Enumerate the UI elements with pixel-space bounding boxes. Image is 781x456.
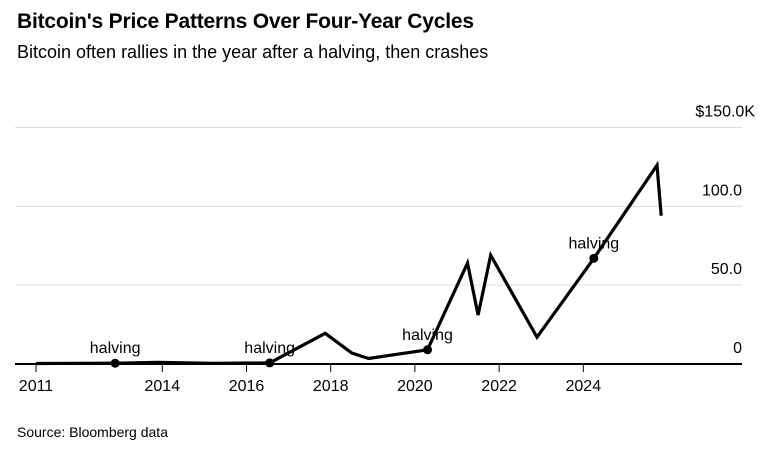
halving-marker bbox=[423, 345, 433, 355]
halving-label: halving bbox=[402, 327, 453, 344]
x-axis-label: 2024 bbox=[566, 378, 602, 395]
halving-label: halving bbox=[568, 235, 619, 252]
halving-marker bbox=[589, 253, 599, 263]
y-axis-label: $150.0K bbox=[695, 104, 755, 121]
source-note: Source: Bloomberg data bbox=[17, 424, 168, 440]
y-axis-label: 0 bbox=[733, 340, 742, 357]
chart-subtitle: Bitcoin often rallies in the year after … bbox=[17, 42, 489, 62]
x-axis-label: 2016 bbox=[229, 378, 265, 395]
y-axis-label: 100.0 bbox=[702, 182, 742, 199]
y-axis-label: 50.0 bbox=[711, 261, 742, 278]
chart-title: Bitcoin's Price Patterns Over Four-Year … bbox=[17, 10, 474, 33]
x-axis-label: 2022 bbox=[481, 378, 517, 395]
halving-marker bbox=[110, 358, 120, 368]
x-axis-label: 2020 bbox=[397, 378, 433, 395]
halving-marker bbox=[265, 358, 275, 368]
price-line bbox=[35, 160, 663, 366]
x-axis-label: 2011 bbox=[19, 378, 54, 395]
x-axis-label: 2018 bbox=[313, 378, 349, 395]
x-axis-label: 2014 bbox=[145, 378, 181, 395]
halving-label: halving bbox=[244, 340, 295, 357]
halving-label: halving bbox=[90, 340, 141, 357]
